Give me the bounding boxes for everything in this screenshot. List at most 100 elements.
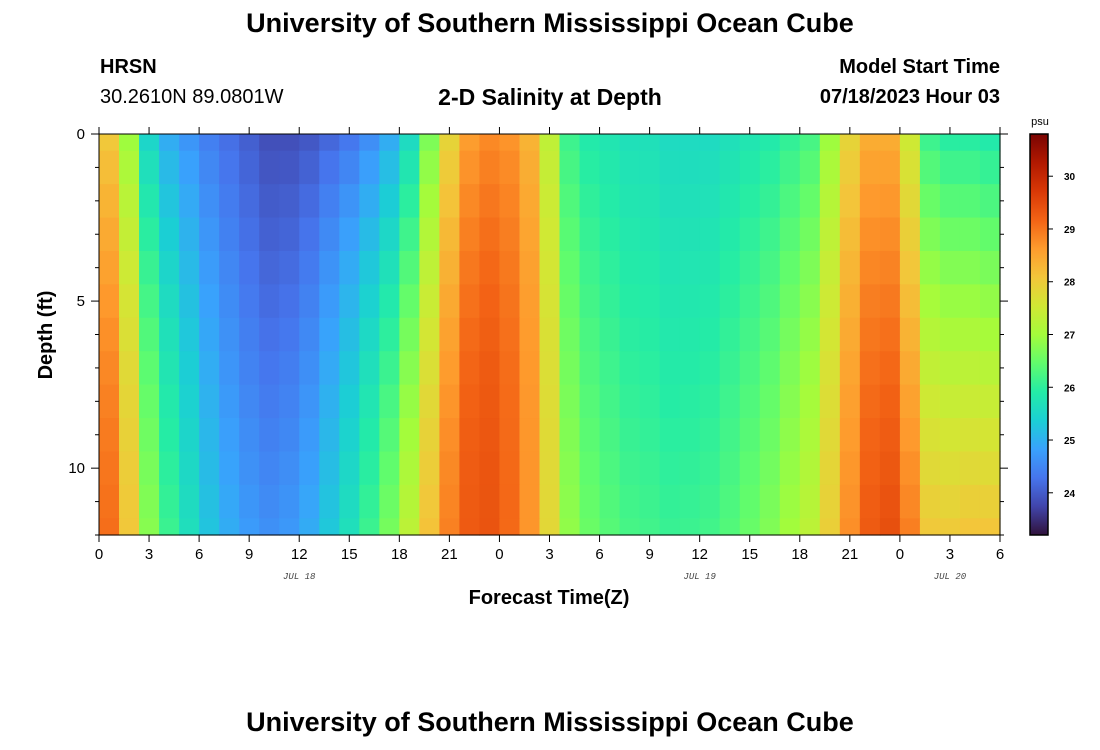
heatmap-cell	[779, 150, 801, 185]
heatmap-cell	[579, 351, 601, 386]
heatmap-cell	[259, 250, 280, 285]
heatmap-cell	[139, 217, 160, 252]
heatmap-cell	[979, 217, 1001, 252]
heatmap-cell	[619, 518, 641, 536]
heatmap-cell	[299, 217, 320, 252]
heatmap-cell	[619, 134, 641, 152]
heatmap-cell	[599, 418, 621, 453]
heatmap-cell	[139, 384, 160, 419]
heatmap-cell	[559, 250, 581, 285]
heatmap-cell	[759, 317, 781, 352]
station-name: HRSN	[100, 56, 157, 78]
heatmap-cell	[519, 184, 541, 219]
heatmap-cell	[619, 418, 641, 453]
heatmap-cell	[359, 484, 380, 519]
heatmap-cell	[879, 184, 901, 219]
heatmap-cell	[419, 317, 440, 352]
heatmap-cell	[539, 518, 561, 536]
heatmap-cell	[299, 451, 320, 486]
heatmap-cell	[319, 317, 340, 352]
heatmap-cell	[439, 518, 460, 536]
heatmap-cell	[799, 134, 821, 152]
heatmap-cell	[719, 150, 741, 185]
heatmap-cell	[739, 451, 761, 486]
heatmap-cell	[659, 451, 681, 486]
heatmap-cell	[459, 250, 481, 285]
heatmap-cell	[359, 250, 380, 285]
heatmap-cell	[559, 284, 581, 319]
heatmap-cell	[199, 284, 220, 319]
heatmap-cell	[859, 451, 881, 486]
heatmap-cell	[719, 250, 741, 285]
heatmap-cell	[639, 351, 661, 386]
heatmap-cell	[159, 418, 180, 453]
heatmap-cell	[539, 351, 561, 386]
heatmap-cell	[299, 418, 320, 453]
heatmap-cell	[919, 518, 941, 536]
heatmap-cell	[719, 184, 741, 219]
heatmap-cell	[419, 418, 440, 453]
heatmap-cell	[459, 384, 481, 419]
heatmap-cell	[339, 284, 360, 319]
heatmap-cell	[899, 518, 921, 536]
heatmap-cell	[439, 184, 460, 219]
heatmap-cell	[119, 217, 140, 252]
heatmap-cell	[279, 250, 300, 285]
heatmap-cell	[379, 317, 400, 352]
y-axis-title: Depth (ft)	[35, 291, 57, 380]
heatmap-cell	[499, 134, 521, 152]
heatmap-cell	[179, 134, 200, 152]
heatmap-cell	[959, 134, 981, 152]
heatmap-cell	[739, 217, 761, 252]
heatmap-cell	[839, 134, 861, 152]
heatmap-cell	[259, 184, 280, 219]
heatmap-cell	[719, 284, 741, 319]
heatmap-cell	[259, 134, 280, 152]
heatmap-cell	[759, 484, 781, 519]
heatmap-cell	[479, 250, 501, 285]
heatmap-cell	[439, 250, 460, 285]
heatmap-cell	[879, 217, 901, 252]
heatmap-cell	[139, 518, 160, 536]
heatmap-cell	[699, 134, 721, 152]
heatmap-cell	[939, 451, 961, 486]
heatmap-cell	[879, 384, 901, 419]
heatmap-cell	[519, 134, 541, 152]
heatmap-cell	[219, 250, 240, 285]
heatmap-cell	[639, 217, 661, 252]
heatmap-cell	[279, 150, 300, 185]
heatmap-cell	[899, 250, 921, 285]
heatmap-cell	[339, 418, 360, 453]
heatmap-cell	[679, 284, 701, 319]
heatmap-cell	[139, 184, 160, 219]
heatmap-cell	[239, 351, 260, 386]
heatmap-cell	[879, 284, 901, 319]
heatmap-cell	[279, 184, 300, 219]
heatmap-cell	[719, 384, 741, 419]
heatmap-cell	[779, 384, 801, 419]
heatmap-cell	[639, 317, 661, 352]
heatmap-cell	[739, 384, 761, 419]
heatmap-cell	[959, 250, 981, 285]
date-label: JUL 19	[683, 572, 716, 582]
heatmap-cell	[519, 351, 541, 386]
heatmap-cell	[739, 184, 761, 219]
heatmap-cell	[219, 518, 240, 536]
heatmap-cell	[99, 150, 120, 185]
heatmap-cell	[359, 150, 380, 185]
heatmap-cell	[419, 451, 440, 486]
heatmap-cell	[819, 184, 841, 219]
heatmap-cell	[539, 284, 561, 319]
heatmap-cell	[219, 484, 240, 519]
heatmap-cell	[979, 250, 1001, 285]
x-tick-label: 15	[341, 546, 358, 563]
heatmap-cell	[739, 351, 761, 386]
heatmap-cell	[319, 217, 340, 252]
heatmap-cell	[319, 484, 340, 519]
heatmap-cell	[919, 484, 941, 519]
heatmap-cell	[499, 418, 521, 453]
heatmap-cell	[219, 184, 240, 219]
heatmap-cell	[279, 217, 300, 252]
heatmap-cell	[339, 351, 360, 386]
heatmap-cell	[679, 250, 701, 285]
